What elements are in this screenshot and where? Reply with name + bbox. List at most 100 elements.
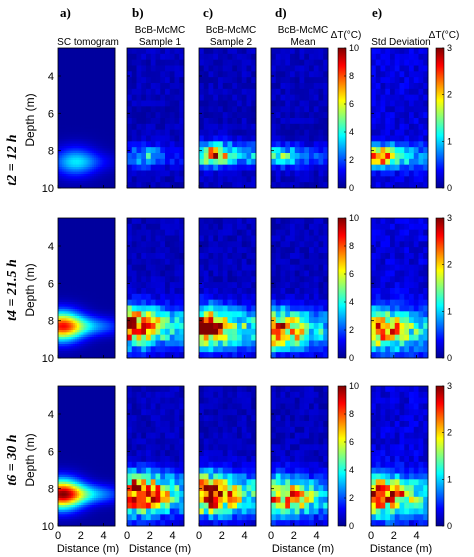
heatmap-cell (309, 147, 315, 154)
heatmap-cell (80, 227, 83, 230)
heatmap-cell (59, 316, 63, 319)
heatmap-cell (80, 232, 83, 235)
heatmap-cell (71, 99, 74, 102)
heatmap-cell (309, 65, 315, 72)
heatmap-cell (203, 147, 209, 154)
heatmap-cell (271, 153, 277, 160)
heatmap-cell (90, 248, 93, 251)
heatmap-cell (69, 306, 72, 310)
heatmap-cell (84, 76, 87, 79)
heatmap-cell (97, 248, 101, 251)
heatmap-cell (103, 101, 106, 105)
heatmap-cell (92, 337, 95, 340)
heatmap-cell (75, 52, 78, 56)
heatmap-cell (84, 262, 87, 265)
heatmap-cell (203, 71, 209, 78)
heatmap-cell (275, 118, 281, 125)
heatmap-cell (165, 100, 171, 107)
heatmap-cell (86, 274, 89, 277)
heatmap-cell (73, 243, 76, 247)
heatmap-cell (111, 90, 114, 93)
heatmap-cell (73, 106, 76, 109)
heatmap-cell (69, 260, 72, 263)
heatmap-cell (375, 88, 381, 95)
heatmap-cell (75, 281, 78, 284)
heatmap-cell (75, 181, 78, 184)
heatmap-cell (92, 162, 95, 165)
heatmap-cell (394, 59, 400, 66)
heatmap-cell (96, 250, 99, 254)
heatmap-cell (101, 285, 104, 289)
heatmap-cell (105, 311, 108, 314)
heatmap-cell (109, 134, 112, 137)
heatmap-cell (105, 348, 108, 352)
heatmap-cell (80, 62, 83, 65)
heatmap-cell (90, 90, 93, 93)
heatmap-cell (73, 136, 76, 140)
heatmap-cell (111, 185, 114, 189)
heatmap-cell (99, 339, 102, 342)
heatmap-cell (86, 185, 89, 189)
heatmap-cell (71, 257, 74, 261)
heatmap-cell (73, 118, 76, 121)
heatmap-cell (390, 129, 396, 136)
heatmap-cell (75, 229, 78, 233)
heatmap-cell (318, 65, 324, 72)
heatmap-cell (94, 295, 97, 298)
heatmap-cell (394, 123, 400, 130)
heatmap-cell (88, 66, 91, 70)
heatmap-cell (86, 181, 89, 184)
heatmap-cell (213, 182, 219, 189)
heatmap-cell (63, 66, 66, 70)
heatmap-cell (107, 281, 110, 284)
heatmap-cell (222, 129, 228, 136)
heatmap-cell (97, 327, 101, 331)
heatmap-cell (105, 246, 108, 249)
heatmap-cell (232, 71, 238, 78)
heatmap-cell (69, 330, 72, 333)
heatmap-cell (78, 50, 82, 53)
heatmap-cell (97, 66, 101, 70)
heatmap-cell (59, 150, 63, 154)
heatmap-cell (155, 235, 161, 242)
heatmap-cell (96, 85, 99, 88)
heatmap-cell (227, 88, 233, 95)
heatmap-cell (88, 174, 91, 177)
heatmap-cell (63, 341, 66, 345)
heatmap-cell (84, 337, 87, 340)
heatmap-cell (78, 92, 82, 95)
heatmap-cell (111, 62, 114, 65)
heatmap-cell (113, 288, 116, 291)
heatmap-cell (203, 158, 209, 165)
heatmap-cell (88, 341, 91, 345)
heatmap-cell (105, 288, 108, 291)
heatmap-cell (218, 170, 224, 177)
heatmap-cell (94, 276, 97, 279)
heatmap-cell (285, 94, 291, 101)
heatmap-cell (73, 304, 76, 307)
heatmap-cell (84, 73, 87, 77)
heatmap-cell (94, 160, 97, 163)
heatmap-cell (101, 132, 104, 135)
heatmap-cell (61, 355, 64, 359)
heatmap-cell (90, 334, 93, 338)
heatmap-cell (67, 153, 70, 156)
heatmap-cell (94, 73, 97, 77)
heatmap-cell (113, 178, 116, 182)
heatmap-cell (63, 306, 66, 310)
heatmap-cell (160, 229, 166, 236)
heatmap-cell (90, 243, 93, 247)
heatmap-cell (241, 158, 247, 165)
heatmap-cell (136, 258, 142, 265)
heatmap-cell (103, 229, 106, 233)
heatmap-cell (73, 87, 76, 91)
heatmap-cell (73, 113, 76, 116)
heatmap-cell (290, 94, 296, 101)
heatmap-cell (174, 241, 180, 248)
heatmap-cell (61, 59, 64, 63)
heatmap-cell (109, 94, 112, 98)
heatmap-cell (77, 320, 80, 324)
heatmap-cell (65, 351, 68, 354)
heatmap-cell (69, 71, 72, 74)
heatmap-cell (90, 69, 93, 72)
